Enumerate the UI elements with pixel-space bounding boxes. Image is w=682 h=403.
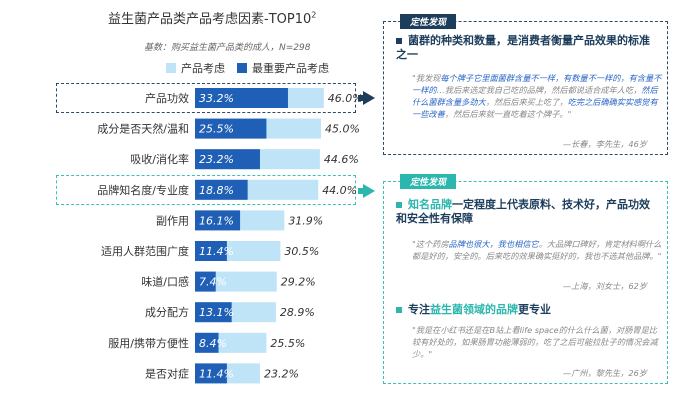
panel1-quote-a: "我发现 xyxy=(412,73,441,83)
panel2-point2: 专注益生菌领域的品牌更专业 xyxy=(396,303,658,317)
legend-swatch-most-important xyxy=(237,63,247,73)
legend-swatch-consideration xyxy=(166,63,176,73)
bar-chart: 产品功效 33.2% 46.0% 成分是否天然/温和 25.5% 45.0% 吸收/消化率 2… xyxy=(97,88,363,384)
data-label-most-important: 25.5% xyxy=(199,123,234,136)
panel1-quote-d: ，然后后来就一直吃着这个牌子。" xyxy=(444,109,572,119)
qualitative-panel-efficacy: 定性发现 菌群的种类和数量，是消费者衡量产品效果的标准之一 "我发现每个牌子它里… xyxy=(383,14,668,155)
panel1-quote-c: ，然后后来买上吃了， xyxy=(485,97,568,107)
category-label: 服用/携带方便性 xyxy=(108,336,189,350)
highlight-box-efficacy xyxy=(56,83,356,113)
data-label-most-important: 16.1% xyxy=(199,214,234,227)
panel1-quote: "我发现每个牌子它里面菌群含量不一样，有数量不一样的，有含量不一样的…我后来选定… xyxy=(412,72,662,120)
panel1-quote-blue1: 每个牌子它里面菌群含量不一样，有数量不一样的，有含量不一样的 xyxy=(412,73,662,95)
data-label-consideration: 30.5% xyxy=(284,245,319,258)
data-label-most-important: 18.8% xyxy=(199,184,234,197)
panel2-quote1-blue: 品牌也很大，我也相信它 xyxy=(448,239,539,249)
data-label-consideration: 46.0% xyxy=(328,92,363,105)
bar-most-important xyxy=(195,149,260,170)
panel2-quote1-a: "这个药房 xyxy=(412,239,449,249)
bullet-icon xyxy=(396,38,402,44)
panel2-point2-b: 更专业 xyxy=(518,303,551,316)
arrow-brand-tail xyxy=(358,188,364,194)
panel1-point: 菌群的种类和数量，是消费者衡量产品效果的标准之一 xyxy=(396,34,658,62)
panel2-point1-b: 一定程度上代表原料、技术好，产品功效和安全性有保障 xyxy=(396,198,650,225)
data-label-consideration: 44.6% xyxy=(324,153,359,166)
chart-title-sup: 2 xyxy=(311,10,317,20)
panel1-point-b: ，是消费者衡量产品效果的标准之一 xyxy=(396,34,650,61)
chart-title-text: 益生菌产品类产品考虑因素-TOP10 xyxy=(108,12,312,27)
data-label-consideration: 28.9% xyxy=(280,306,315,319)
legend-label-most-important: 最重要产品考虑 xyxy=(252,62,329,75)
bar-most-important xyxy=(195,88,288,108)
chart-title: 益生菌产品类产品考虑因素-TOP102 xyxy=(108,8,316,27)
arrow-brand-icon xyxy=(363,184,375,198)
chart-subtitle: 基数：购买益生菌产品类的成人，N=298 xyxy=(144,43,311,53)
panel1-quote-blue2: 然后什么菌群含量多劲大 xyxy=(412,85,658,107)
panel1-tag: 定性发现 xyxy=(400,14,457,29)
panel1-point-hl: 种类和数量 xyxy=(441,34,496,47)
legend: 产品考虑 最重要产品考虑 xyxy=(166,60,329,76)
highlight-box-brand xyxy=(56,175,356,205)
data-label-consideration: 31.9% xyxy=(288,214,323,227)
data-label-consideration: 45.0% xyxy=(325,123,360,136)
bar-most-important xyxy=(195,363,227,384)
data-label-most-important: 7.4% xyxy=(199,276,227,289)
category-label: 成分是否天然/温和 xyxy=(97,122,189,136)
data-label-most-important: 11.4% xyxy=(199,245,234,258)
legend-item-consideration: 产品考虑 xyxy=(166,60,225,76)
bar-most-important xyxy=(195,210,241,231)
category-label: 是否对症 xyxy=(145,366,189,380)
bar-most-important xyxy=(195,271,216,292)
panel1-point-a: 菌群的 xyxy=(408,34,441,47)
bullet-icon xyxy=(396,307,402,313)
panel2-quote2: "我是在小红书还是在B站上看life space的什么什么菌，对肠胃是比较有好处… xyxy=(412,324,662,360)
data-label-most-important: 11.4% xyxy=(199,367,234,380)
data-label-most-important: 13.1% xyxy=(199,306,234,319)
panel2-point1-hl: 知名品牌 xyxy=(408,198,452,211)
data-label-consideration: 44.0% xyxy=(322,184,357,197)
arrow-efficacy-tail xyxy=(358,95,364,101)
panel2-quote2-text: "我是在小红书还是在B站上看life space的什么什么菌，对肠胃是比较有好处… xyxy=(412,325,658,359)
category-label: 副作用 xyxy=(156,214,189,227)
data-label-consideration: 23.2% xyxy=(264,367,299,380)
data-label-consideration: 29.2% xyxy=(281,276,316,289)
legend-label-consideration: 产品考虑 xyxy=(181,62,225,75)
data-label-most-important: 33.2% xyxy=(199,92,234,105)
category-label: 适用人群范围广度 xyxy=(101,244,189,258)
panel2-point2-hl: 益生菌领域的品牌 xyxy=(430,303,518,316)
category-label: 品牌知名度/专业度 xyxy=(97,183,189,197)
bar-most-important xyxy=(195,332,219,353)
bar-most-important xyxy=(195,118,267,139)
bullet-icon xyxy=(396,202,402,208)
category-label: 吸收/消化率 xyxy=(130,152,189,166)
bar-most-important xyxy=(195,302,232,323)
arrow-efficacy-icon xyxy=(363,91,375,105)
data-label-most-important: 23.2% xyxy=(199,153,234,166)
panel2-quote1: "这个药房品牌也很大，我也相信它。大品牌口碑好，肯定材料啊什么都是好的，安全的。… xyxy=(412,238,662,262)
category-label: 成分配方 xyxy=(145,305,189,319)
bar-most-important xyxy=(195,241,227,261)
panel2-tag: 定性发现 xyxy=(400,174,457,189)
category-label: 产品功效 xyxy=(145,91,189,105)
legend-item-most-important: 最重要产品考虑 xyxy=(237,60,329,76)
panel1-source: —长春，李先生，46岁 xyxy=(562,139,647,149)
data-label-most-important: 8.4% xyxy=(199,337,227,350)
bar-most-important xyxy=(195,179,248,200)
panel1-quote-blue3: 吃完之后确确实实感觉有一些改善 xyxy=(412,97,658,119)
panel2-quote1-b: 。大品牌口碑好，肯定材料啊什么都是好的，安全的。后来吃的效果确实挺好的，我也不选… xyxy=(412,239,662,261)
panel2-point2-a: 专注 xyxy=(408,303,430,316)
qualitative-panel-brand: 定性发现 知名品牌一定程度上代表原料、技术好，产品功效和安全性有保障 "这个药房… xyxy=(383,174,668,384)
panel1-quote-b: …我后来选定我自己吃的品牌，然后都说适合成年人吃， xyxy=(436,85,642,95)
panel2-point1: 知名品牌一定程度上代表原料、技术好，产品功效和安全性有保障 xyxy=(396,198,658,226)
category-label: 味道/口感 xyxy=(141,275,189,289)
panel2-source2: —广州，黎先生，26岁 xyxy=(562,368,647,378)
data-label-consideration: 25.5% xyxy=(270,337,305,350)
panel2-source1: —上海，刘女士，62岁 xyxy=(562,281,647,291)
